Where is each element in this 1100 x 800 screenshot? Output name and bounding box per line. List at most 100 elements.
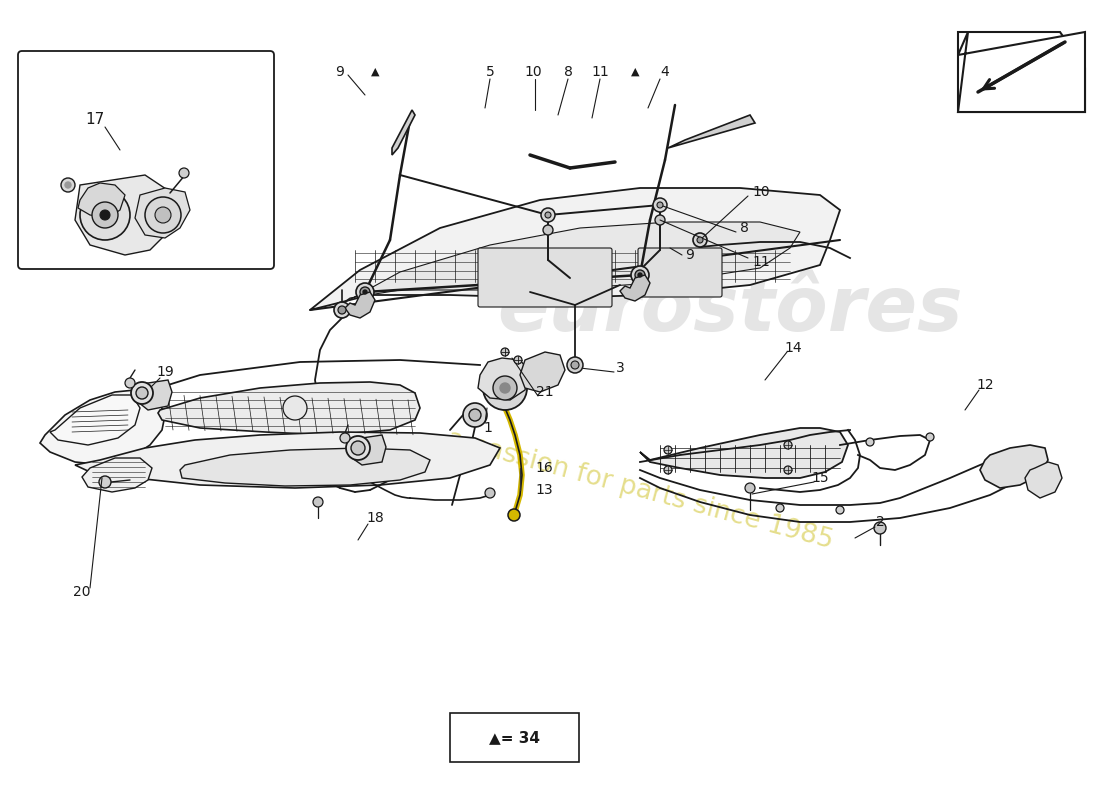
Polygon shape [75,432,500,488]
Circle shape [508,509,520,521]
Circle shape [566,357,583,373]
Text: 13: 13 [535,483,552,497]
Circle shape [485,488,495,498]
Text: 1: 1 [484,421,493,435]
Polygon shape [75,175,175,255]
Circle shape [92,202,118,228]
Polygon shape [78,183,125,218]
Circle shape [654,215,666,225]
Circle shape [469,409,481,421]
Circle shape [483,366,527,410]
Circle shape [697,237,703,243]
Circle shape [99,476,111,488]
Text: ▲= 34: ▲= 34 [490,730,540,745]
Text: 9: 9 [336,65,344,79]
Circle shape [351,441,365,455]
Circle shape [360,287,370,297]
Text: 18: 18 [366,511,384,525]
Circle shape [664,466,672,474]
Circle shape [65,182,72,188]
Circle shape [926,433,934,441]
Circle shape [866,438,874,446]
Circle shape [340,433,350,443]
Polygon shape [180,448,430,486]
Circle shape [493,376,517,400]
Text: eurostôres: eurostôres [497,273,962,347]
FancyBboxPatch shape [450,713,579,762]
Polygon shape [158,382,420,435]
Circle shape [500,383,510,393]
Polygon shape [958,32,1085,112]
Circle shape [693,233,707,247]
Polygon shape [50,395,140,445]
Text: 3: 3 [616,361,625,375]
Circle shape [500,348,509,356]
Circle shape [145,197,182,233]
Polygon shape [345,292,375,318]
Circle shape [638,273,642,277]
Circle shape [100,210,110,220]
Circle shape [784,466,792,474]
Polygon shape [350,435,386,465]
FancyBboxPatch shape [638,248,722,297]
Text: 2: 2 [876,515,884,529]
Circle shape [155,207,170,223]
Polygon shape [478,358,530,400]
Circle shape [571,361,579,369]
Circle shape [874,522,886,534]
Polygon shape [135,188,190,238]
Text: 8: 8 [740,221,749,235]
Text: ▲: ▲ [630,67,639,77]
Polygon shape [620,275,650,301]
Circle shape [356,283,374,301]
Text: 11: 11 [591,65,609,79]
Circle shape [334,302,350,318]
Circle shape [314,497,323,507]
Text: 9: 9 [685,248,694,262]
Polygon shape [82,458,152,492]
Polygon shape [668,115,755,148]
Circle shape [657,202,663,208]
Polygon shape [310,188,840,310]
Polygon shape [520,352,565,392]
Circle shape [514,356,522,364]
Text: 19: 19 [156,365,174,379]
Text: a passion for parts since 1985: a passion for parts since 1985 [444,426,836,554]
Text: ▲: ▲ [371,67,380,77]
Circle shape [179,168,189,178]
Circle shape [60,178,75,192]
Circle shape [283,396,307,420]
Circle shape [784,441,792,449]
Circle shape [80,190,130,240]
Text: 21: 21 [536,385,553,399]
Circle shape [664,446,672,454]
Circle shape [745,483,755,493]
Circle shape [631,266,649,284]
Text: 16: 16 [535,461,552,475]
Polygon shape [40,390,165,465]
Polygon shape [958,32,1085,112]
FancyBboxPatch shape [18,51,274,269]
Circle shape [338,306,346,314]
Circle shape [125,378,135,388]
Circle shape [463,403,487,427]
Circle shape [131,382,153,404]
Circle shape [776,504,784,512]
Circle shape [635,270,645,280]
Text: 5: 5 [485,65,494,79]
Polygon shape [640,428,848,478]
Circle shape [136,387,149,399]
Text: 10: 10 [525,65,542,79]
Text: 15: 15 [811,471,828,485]
Text: 10: 10 [752,185,770,199]
Polygon shape [1025,462,1062,498]
Text: 20: 20 [74,585,90,599]
Text: 14: 14 [784,341,802,355]
FancyBboxPatch shape [478,248,612,307]
Polygon shape [980,445,1048,488]
Text: 4: 4 [661,65,670,79]
Circle shape [836,506,844,514]
Polygon shape [136,380,172,410]
Text: 11: 11 [752,255,770,269]
Circle shape [653,198,667,212]
